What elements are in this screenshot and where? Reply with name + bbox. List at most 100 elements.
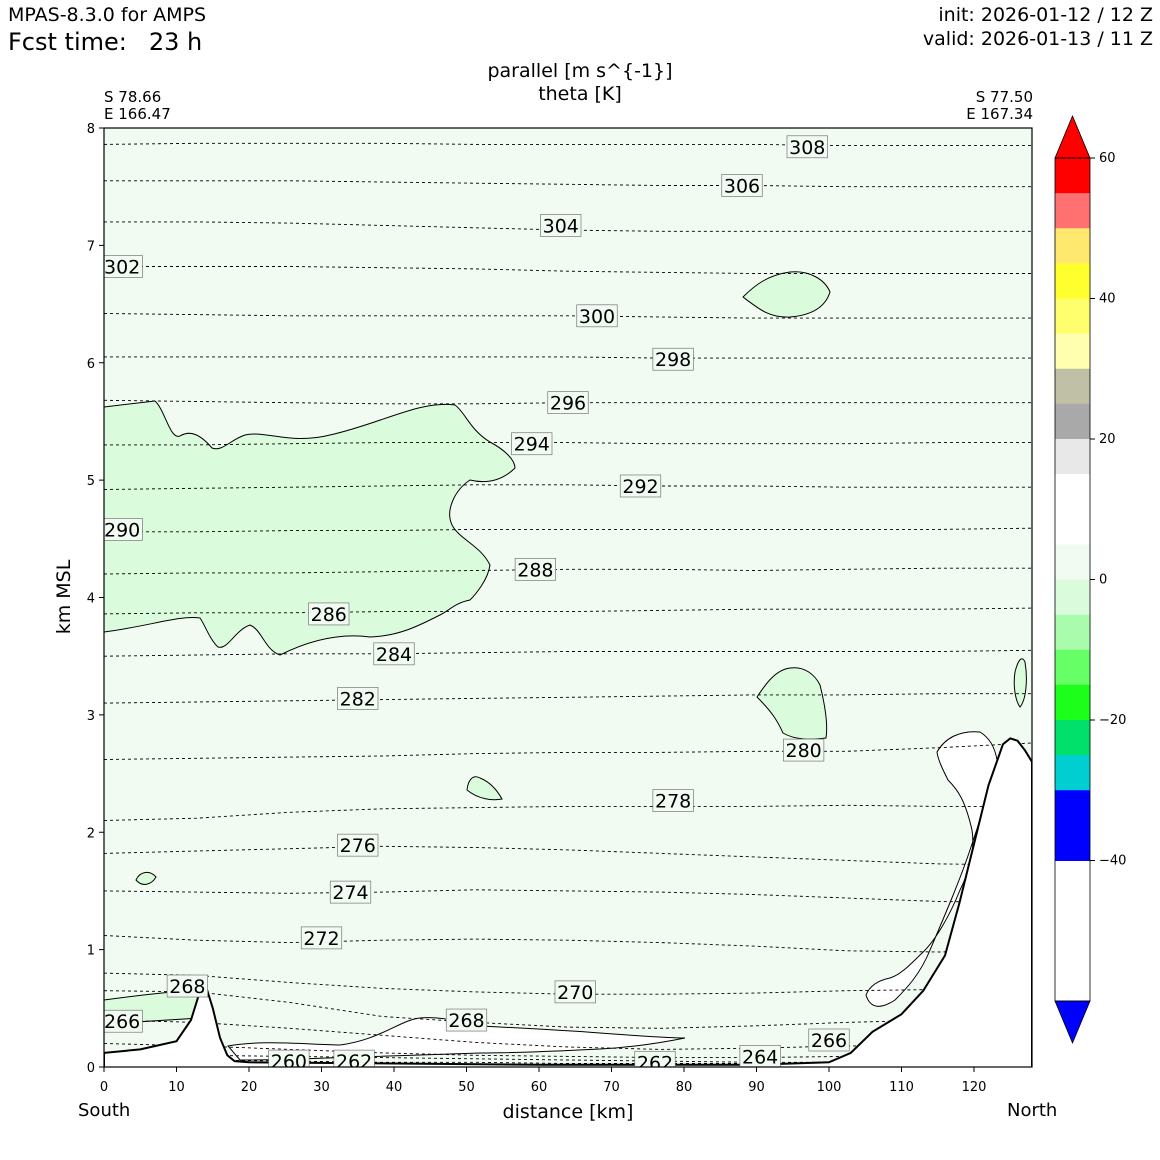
- theta-label-text: 290: [104, 519, 140, 541]
- theta-label-text: 260: [271, 1051, 307, 1073]
- end-longitude: E 167.34: [966, 105, 1033, 123]
- theta-contour-282: [104, 693, 1032, 704]
- theta-label: 286: [308, 602, 350, 626]
- colorbar-bin: [1055, 755, 1090, 791]
- x-tick-label: 70: [603, 1080, 620, 1095]
- theta-label-box: [721, 174, 763, 197]
- x-tick-label: 120: [962, 1080, 987, 1095]
- theta-label-box: [329, 880, 372, 904]
- start-longitude: E 166.47: [104, 105, 171, 123]
- theta-contour-labels: 3083063043023002982962942922902882862842…: [104, 135, 850, 1073]
- theta-label-text: 268: [169, 976, 205, 998]
- colorbar-bin: [1055, 298, 1090, 335]
- theta-label-text: 304: [543, 215, 579, 237]
- chart-subtitle: theta [K]: [538, 83, 622, 105]
- x-axis: 0 10 20 30 40 50 60 70 80 90 100 110 120: [100, 1067, 987, 1095]
- colorbar-tick-label: −20: [1099, 713, 1126, 728]
- colorbar-tick-label: 0: [1099, 573, 1107, 588]
- colorbar-tick-label: 60: [1099, 151, 1116, 166]
- theta-contour-306: [104, 180, 1032, 188]
- theta-label: 274: [329, 880, 372, 904]
- colorbar-bin: [1055, 544, 1090, 580]
- theta-contour-262: [104, 1054, 1032, 1064]
- theta-label: 270: [554, 980, 596, 1004]
- theta-label-text: 308: [789, 137, 825, 159]
- colorbar-bin: [1055, 333, 1090, 370]
- theta-label-box: [337, 833, 379, 857]
- theta-contour-292: [104, 484, 1032, 490]
- colorbar-over-arrow: [1054, 114, 1091, 159]
- x-tick-label: 0: [100, 1080, 108, 1095]
- theta-label-text: 274: [332, 882, 368, 904]
- theta-label-text: 272: [303, 928, 339, 950]
- theta-label-text: 280: [785, 740, 821, 762]
- y-tick-label: 5: [87, 474, 95, 489]
- theta-label: 266: [104, 1009, 143, 1033]
- y-tick-label: 7: [87, 239, 95, 254]
- x-axis-label: distance [km]: [503, 1101, 634, 1123]
- x-tick-label: 100: [817, 1080, 842, 1095]
- colorbar-tick-label: 40: [1099, 292, 1116, 307]
- theta-label: 266: [808, 1028, 850, 1052]
- theta-label-text: 288: [517, 559, 553, 581]
- shading-patch-small-left: [135, 872, 157, 885]
- start-point-coords: S 78.66 E 166.47: [104, 89, 171, 123]
- y-tick-label: 1: [87, 944, 95, 959]
- colorbar-bin: [1055, 263, 1090, 299]
- theta-contour-308: [104, 142, 1032, 147]
- theta-label-text: 306: [724, 176, 760, 198]
- model-name: MPAS-8.3.0 for AMPS: [8, 4, 207, 26]
- north-label: North: [1007, 1100, 1058, 1121]
- theta-label-text: 276: [340, 835, 376, 857]
- theta-label-box: [300, 926, 343, 950]
- colorbar-bin: [1055, 368, 1090, 405]
- theta-label-box: [511, 432, 553, 456]
- y-axis: 0 1 2 3 4 5 6 7 8: [87, 122, 104, 1076]
- shading-patch-upper-left: [104, 400, 516, 656]
- colorbar-bin: [1055, 193, 1090, 229]
- theta-label: 280: [783, 738, 825, 762]
- theta-contour-274: [104, 889, 1032, 904]
- x-tick-label: 80: [676, 1080, 693, 1095]
- colorbar-bin: [1055, 649, 1090, 686]
- theta-label-box: [268, 1049, 310, 1067]
- theta-label-text: 294: [514, 434, 550, 456]
- theta-contour-298: [104, 356, 1032, 359]
- theta-contour-276: [104, 845, 1032, 866]
- theta-label: 282: [337, 687, 379, 710]
- theta-label-box: [739, 1045, 781, 1067]
- theta-contour-278: [104, 804, 1032, 821]
- theta-label: 302: [104, 255, 143, 279]
- theta-label-box: [652, 789, 694, 812]
- theta-label-text: 264: [742, 1046, 778, 1068]
- x-tick-label: 40: [386, 1080, 403, 1095]
- theta-label: 276: [337, 833, 379, 857]
- theta-label-box: [104, 255, 143, 278]
- theta-contour-280: [104, 742, 1032, 760]
- theta-label-box: [554, 980, 596, 1004]
- theta-label: 278: [652, 789, 694, 813]
- theta-contour-264: [104, 1043, 1032, 1059]
- colorbar-bin: [1055, 684, 1090, 721]
- theta-label-text: 266: [104, 1011, 140, 1033]
- theta-label-text: 282: [340, 688, 376, 710]
- theta-label-text: 296: [550, 393, 586, 415]
- theta-label: 264: [739, 1045, 781, 1068]
- colorbar: 60 40 20 0 −20 −40: [1054, 114, 1126, 1045]
- shading-patch-right-edge: [1013, 658, 1027, 708]
- theta-contour-288: [104, 567, 1032, 575]
- colorbar-bin: [1055, 228, 1090, 264]
- colorbar-bin: [1055, 579, 1090, 616]
- x-tick-label: 10: [168, 1080, 185, 1095]
- theta-label-text: 262: [336, 1051, 372, 1073]
- south-label: South: [78, 1100, 131, 1121]
- theta-label-box: [540, 214, 582, 237]
- theta-label-box: [514, 557, 556, 581]
- theta-label-text: 300: [579, 306, 615, 328]
- theta-label: 262: [333, 1049, 375, 1073]
- theta-contour-268: [104, 990, 1032, 1029]
- theta-label: 268: [445, 1008, 488, 1032]
- theta-label-box: [308, 602, 350, 626]
- colorbar-bin: [1055, 509, 1090, 545]
